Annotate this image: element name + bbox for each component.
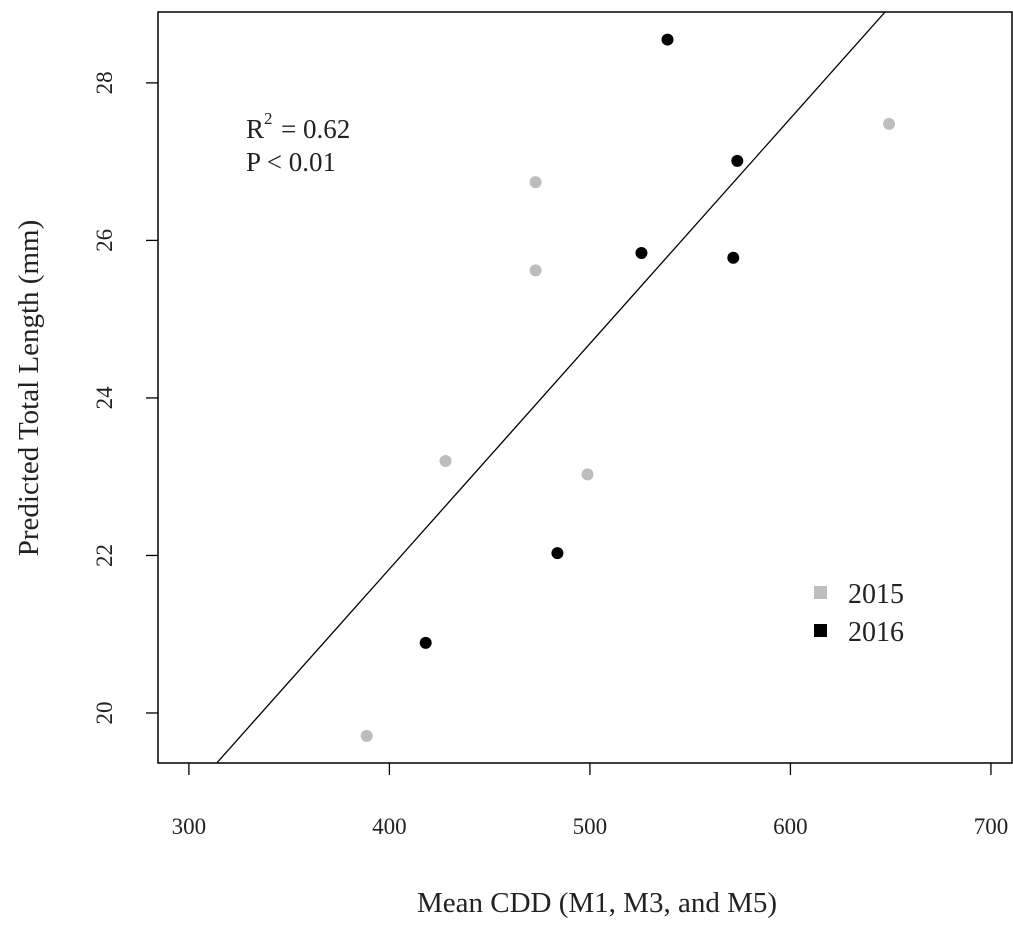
- x-tick-label: 600: [773, 814, 808, 839]
- point: [731, 154, 744, 167]
- y-tick-label: 28: [92, 71, 117, 94]
- annotation-p: P < 0.01: [246, 147, 336, 177]
- point: [419, 636, 432, 649]
- point: [635, 247, 648, 260]
- annotation-r: R: [246, 114, 264, 144]
- x-tick-label: 500: [573, 814, 608, 839]
- point: [360, 729, 373, 742]
- y-axis-label: Predicted Total Length (mm): [13, 220, 45, 557]
- point: [727, 251, 740, 264]
- point: [529, 264, 542, 277]
- legend-swatch: [814, 624, 827, 637]
- y-tick-label: 26: [92, 229, 117, 252]
- legend-label: 2015: [848, 579, 904, 610]
- point: [883, 117, 896, 130]
- annotation-r-value: = 0.62: [281, 114, 350, 144]
- y-tick-label: 24: [92, 386, 117, 410]
- x-tick-label: 300: [172, 814, 207, 839]
- y-tick-label: 20: [92, 701, 117, 724]
- fit-line: [216, 12, 886, 763]
- legend-swatch: [814, 586, 827, 599]
- point: [439, 454, 452, 467]
- x-axis-label: Mean CDD (M1, M3, and M5): [417, 887, 777, 919]
- plot-box: [157, 11, 1013, 764]
- point: [529, 176, 542, 189]
- point: [551, 547, 564, 560]
- point: [661, 33, 674, 46]
- y-tick-label: 22: [92, 544, 117, 567]
- x-tick-label: 700: [974, 814, 1009, 839]
- x-tick-label: 400: [372, 814, 407, 839]
- annotation-r-sup: 2: [264, 109, 273, 128]
- legend-label: 2016: [848, 617, 904, 648]
- point: [581, 468, 594, 481]
